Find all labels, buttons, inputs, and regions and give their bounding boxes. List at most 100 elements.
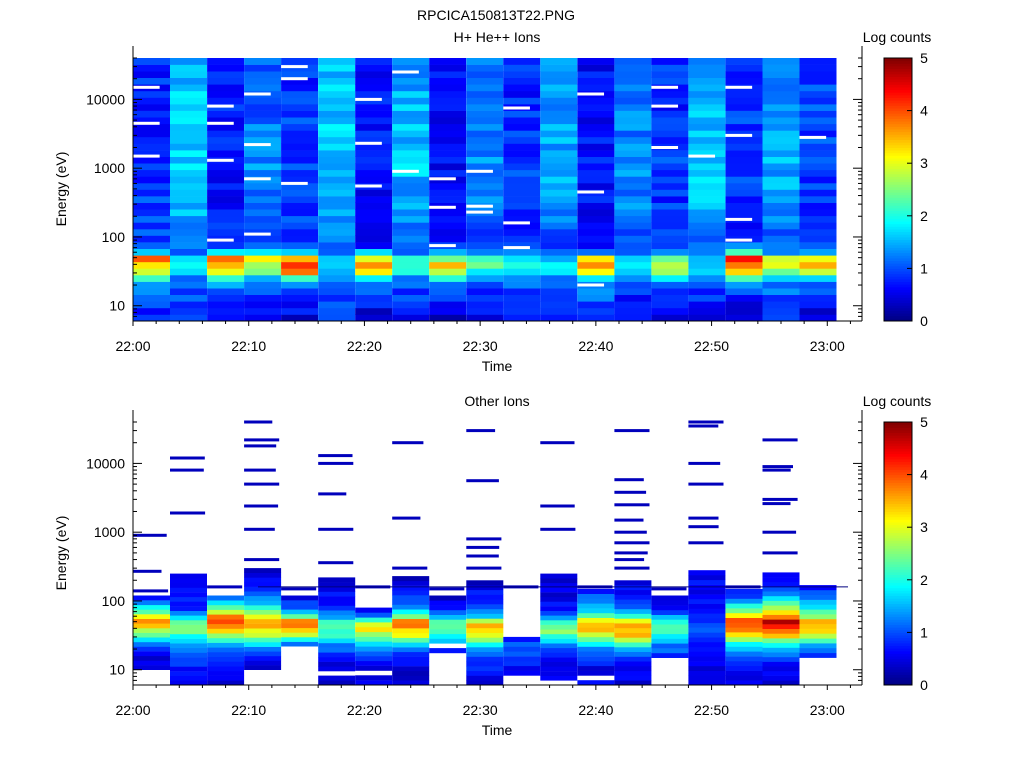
heatmap-cell	[688, 575, 726, 581]
sparse-count-line	[688, 482, 724, 486]
heatmap-cell	[503, 71, 541, 78]
heatmap-cell	[540, 620, 578, 625]
heatmap-cell	[392, 150, 430, 157]
heatmap-cell	[355, 261, 393, 269]
heatmap-cell	[170, 294, 207, 302]
heatmap-cell	[725, 294, 763, 302]
heatmap-cell	[614, 594, 652, 600]
panel-2-heatmap-cells	[133, 420, 848, 686]
heatmap-cell	[503, 176, 541, 184]
heatmap-cell	[429, 156, 467, 164]
heatmap-cell	[281, 235, 319, 243]
heatmap-cell	[318, 614, 356, 620]
heatmap-cell	[170, 666, 207, 672]
heatmap-cell	[281, 609, 319, 615]
heatmap-cell	[170, 268, 207, 276]
heatmap-cell	[244, 261, 282, 269]
heatmap-cell	[725, 97, 763, 105]
heatmap-cell	[614, 64, 652, 72]
heatmap-cell	[503, 281, 541, 289]
heatmap-cell	[281, 150, 319, 157]
heatmap-cell	[725, 617, 763, 623]
heatmap-cell	[651, 255, 689, 263]
heatmap-cell	[392, 647, 430, 653]
colorbar-step	[884, 244, 912, 248]
heatmap-cell	[577, 632, 615, 638]
heatmap-cell	[688, 680, 726, 686]
heatmap-cell	[614, 613, 652, 619]
heatmap-cell	[466, 97, 504, 105]
heatmap-cell	[318, 90, 356, 98]
heatmap-cell	[614, 294, 652, 302]
sparse-count-line	[244, 420, 273, 424]
colorbar-step	[884, 603, 912, 607]
heatmap-cell	[651, 90, 689, 98]
heatmap-cell	[540, 215, 578, 223]
heatmap-cell	[318, 209, 356, 217]
sparse-count-line	[688, 525, 719, 529]
heatmap-cell	[281, 130, 319, 138]
heatmap-cell	[170, 189, 207, 197]
heatmap-cell	[207, 656, 245, 662]
heatmap-cell	[281, 294, 319, 302]
colorbar-step	[884, 260, 912, 264]
colorbar-step	[884, 202, 912, 206]
colorbar-step	[884, 249, 912, 254]
heatmap-cell	[355, 636, 393, 642]
heatmap-cell	[577, 222, 615, 230]
heatmap-cell	[133, 637, 170, 643]
heatmap-cell	[725, 143, 763, 151]
heatmap-cell	[207, 228, 245, 236]
heatmap-cell	[762, 581, 800, 587]
heatmap-cell	[799, 123, 837, 131]
colorbar-step	[884, 608, 912, 612]
colorbar-step	[884, 278, 912, 283]
colorbar-step	[884, 540, 912, 544]
heatmap-cell	[688, 675, 726, 681]
heatmap-cell	[318, 110, 356, 118]
heatmap-cell	[762, 77, 800, 85]
heatmap-cell	[170, 130, 207, 138]
heatmap-gap	[429, 205, 456, 209]
heatmap-cell	[799, 202, 837, 210]
colorbar-step	[884, 466, 912, 470]
heatmap-cell	[170, 215, 207, 223]
heatmap-cell	[540, 97, 578, 105]
heatmap-cell	[429, 196, 467, 203]
heatmap-cell	[614, 110, 652, 118]
heatmap-cell	[392, 156, 430, 164]
heatmap-cell	[614, 275, 652, 282]
heatmap-cell	[799, 235, 837, 243]
heatmap-cell	[762, 202, 800, 210]
colorbar-step	[884, 592, 912, 597]
heatmap-cell	[651, 176, 689, 184]
heatmap-cell	[429, 130, 467, 138]
heatmap-cell	[540, 592, 578, 598]
colorbar-step	[884, 307, 912, 311]
heatmap-cell	[429, 609, 467, 615]
colorbar-step	[884, 226, 912, 230]
heatmap-cell	[577, 255, 615, 263]
heatmap-cell	[133, 623, 170, 629]
heatmap-cell	[651, 117, 689, 125]
colorbar-step	[884, 464, 912, 468]
heatmap-cell	[244, 222, 282, 230]
colorbar-step	[884, 218, 912, 222]
heatmap-cell	[318, 117, 356, 125]
colorbar-step	[884, 658, 912, 662]
heatmap-cell	[466, 651, 504, 657]
heatmap-cell	[170, 209, 207, 217]
heatmap-cell	[429, 215, 467, 223]
heatmap-cell	[170, 671, 207, 676]
heatmap-cell	[577, 622, 615, 628]
heatmap-cell	[688, 281, 726, 289]
heatmap-cell	[318, 638, 356, 644]
heatmap-cell	[799, 261, 837, 269]
heatmap-cell	[207, 307, 245, 315]
heatmap-cell	[503, 143, 541, 151]
heatmap-cell	[281, 209, 319, 217]
heatmap-cell	[799, 77, 837, 85]
colorbar-step	[884, 671, 912, 675]
heatmap-cell	[577, 656, 615, 662]
heatmap-cell	[429, 228, 467, 236]
